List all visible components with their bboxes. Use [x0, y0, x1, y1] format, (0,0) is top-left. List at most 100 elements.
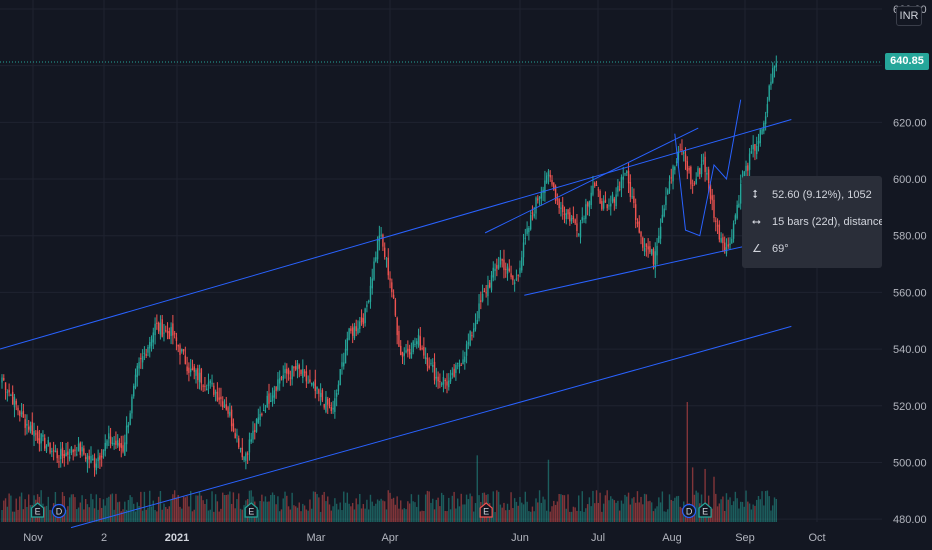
candle-body: [658, 235, 660, 243]
candle-body: [95, 463, 98, 471]
volume-bar: [117, 502, 119, 522]
trend-line[interactable]: [484, 127, 699, 234]
volume-bar: [501, 507, 503, 522]
candle-body: [423, 346, 425, 356]
zigzag-pattern-line[interactable]: [674, 99, 742, 237]
candle-body: [76, 454, 78, 456]
candle-body: [339, 369, 341, 386]
volume-bar: [138, 505, 140, 522]
volume-bar: [115, 493, 117, 522]
candle-body: [109, 436, 112, 444]
price-axis[interactable]: 480.00 500.00 520.00 540.00 560.00 580.00 600.…: [893, 4, 927, 526]
volume-bar: [124, 501, 126, 522]
volume-bar: [606, 490, 608, 522]
volume-bar: [674, 497, 676, 522]
trend-line[interactable]: [70, 325, 792, 529]
volume-bar: [198, 491, 201, 522]
candle-body: [321, 390, 324, 401]
earnings-badge[interactable]: E: [698, 502, 712, 518]
volume-bar: [8, 493, 10, 522]
candle-body: [428, 365, 430, 368]
volume-bar: [462, 504, 464, 522]
candle-body: [26, 423, 28, 426]
volume-bar: [594, 503, 596, 522]
volume-bar: [407, 501, 409, 522]
candle-body: [529, 214, 532, 230]
candle-body: [617, 185, 619, 192]
volume-bar: [474, 503, 477, 522]
candle-body: [618, 188, 621, 190]
candle-body: [451, 372, 454, 376]
candle-body: [186, 366, 188, 372]
volume-bar: [193, 509, 195, 522]
candle-body: [88, 456, 90, 460]
candle-body: [449, 377, 452, 382]
volume-bar: [47, 496, 49, 522]
earnings-icon: [31, 502, 45, 518]
volume-bar: [327, 496, 329, 522]
candle-body: [707, 169, 710, 184]
candle-body: [690, 166, 692, 185]
trend-lines[interactable]: [0, 99, 792, 529]
candle-body: [20, 412, 23, 415]
volume-bar: [570, 511, 573, 522]
earnings-badge[interactable]: E: [479, 502, 493, 518]
volume-bar: [540, 502, 543, 522]
volume-bar: [328, 504, 331, 522]
candle-body: [325, 396, 327, 412]
volume-bar: [423, 510, 425, 522]
candle-body: [197, 368, 199, 381]
volume-bar: [319, 511, 322, 522]
volume-bar: [565, 508, 567, 522]
candle-body: [296, 363, 299, 370]
volume-bar: [334, 498, 336, 522]
candle-body: [442, 376, 445, 385]
volume-bar: [273, 494, 276, 522]
volume-bar: [266, 501, 268, 522]
candle-body: [360, 317, 363, 323]
volume-bar: [173, 490, 176, 522]
candle-body: [100, 455, 103, 458]
dividend-badge[interactable]: D: [681, 503, 697, 519]
earnings-badge[interactable]: E: [31, 502, 45, 518]
candle-body: [524, 237, 527, 239]
candle-body: [772, 68, 774, 83]
volume-bar: [597, 502, 599, 522]
volume-bar: [351, 502, 354, 522]
candle-body: [65, 452, 67, 457]
volume-bar: [335, 503, 338, 522]
volume-bar: [723, 510, 726, 522]
candle-body: [61, 447, 64, 456]
candle-body: [371, 278, 373, 289]
volume-bar: [697, 492, 699, 522]
candle-body: [519, 267, 521, 274]
candle-body: [353, 326, 356, 339]
candle-body: [214, 392, 217, 394]
volume-bar: [679, 506, 681, 522]
earnings-badge[interactable]: E: [244, 502, 258, 518]
candle-body: [497, 264, 500, 269]
chart-grid: [0, 0, 882, 522]
volume-bar: [209, 509, 211, 522]
time-axis[interactable]: Nov 2 2021 Mar Apr Jun Jul Aug Sep Oct: [23, 532, 825, 544]
volume-bar: [282, 498, 284, 522]
currency-label[interactable]: INR: [896, 6, 922, 26]
y-tick-label: 520.00: [893, 401, 927, 413]
volume-bar: [592, 490, 594, 522]
trend-line[interactable]: [524, 240, 767, 296]
volume-bar: [259, 501, 261, 522]
candle-body: [232, 423, 235, 431]
volume-bar: [385, 509, 388, 522]
dividend-badge[interactable]: D: [51, 503, 67, 519]
candle-body: [668, 181, 671, 191]
candle-body: [398, 330, 400, 347]
candle-body: [647, 246, 649, 250]
volume-bar: [497, 491, 500, 522]
candle-body: [563, 213, 566, 215]
volume-bar: [629, 504, 632, 522]
trend-line[interactable]: [0, 119, 792, 350]
candle-body: [312, 383, 315, 386]
volume-bar: [156, 511, 158, 522]
